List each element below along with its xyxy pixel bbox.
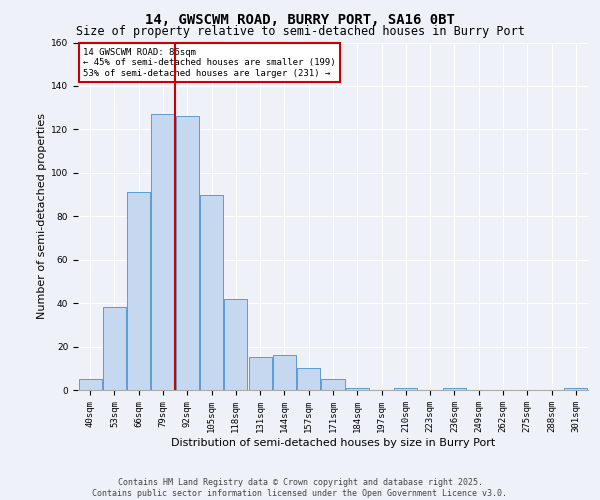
Bar (346, 388, 369, 390)
Bar (443, 388, 466, 390)
Bar (565, 388, 587, 390)
Bar (248, 358, 272, 390)
X-axis label: Distribution of semi-detached houses by size in Burry Port: Distribution of semi-detached houses by … (171, 438, 495, 448)
Bar (200, 194, 223, 390)
Text: 14 GWSCWM ROAD: 86sqm
← 45% of semi-detached houses are smaller (199)
53% of sem: 14 GWSCWM ROAD: 86sqm ← 45% of semi-deta… (83, 48, 336, 78)
Bar (103, 308, 126, 390)
Bar (297, 368, 320, 390)
Bar (224, 299, 247, 390)
Text: Size of property relative to semi-detached houses in Burry Port: Size of property relative to semi-detach… (76, 25, 524, 38)
Bar (79, 379, 101, 390)
Bar (151, 114, 175, 390)
Bar (176, 116, 199, 390)
Text: Contains HM Land Registry data © Crown copyright and database right 2025.
Contai: Contains HM Land Registry data © Crown c… (92, 478, 508, 498)
Bar (273, 355, 296, 390)
Bar (127, 192, 150, 390)
Bar (394, 388, 418, 390)
Text: 14, GWSCWM ROAD, BURRY PORT, SA16 0BT: 14, GWSCWM ROAD, BURRY PORT, SA16 0BT (145, 12, 455, 26)
Bar (322, 379, 344, 390)
Y-axis label: Number of semi-detached properties: Number of semi-detached properties (37, 114, 47, 320)
